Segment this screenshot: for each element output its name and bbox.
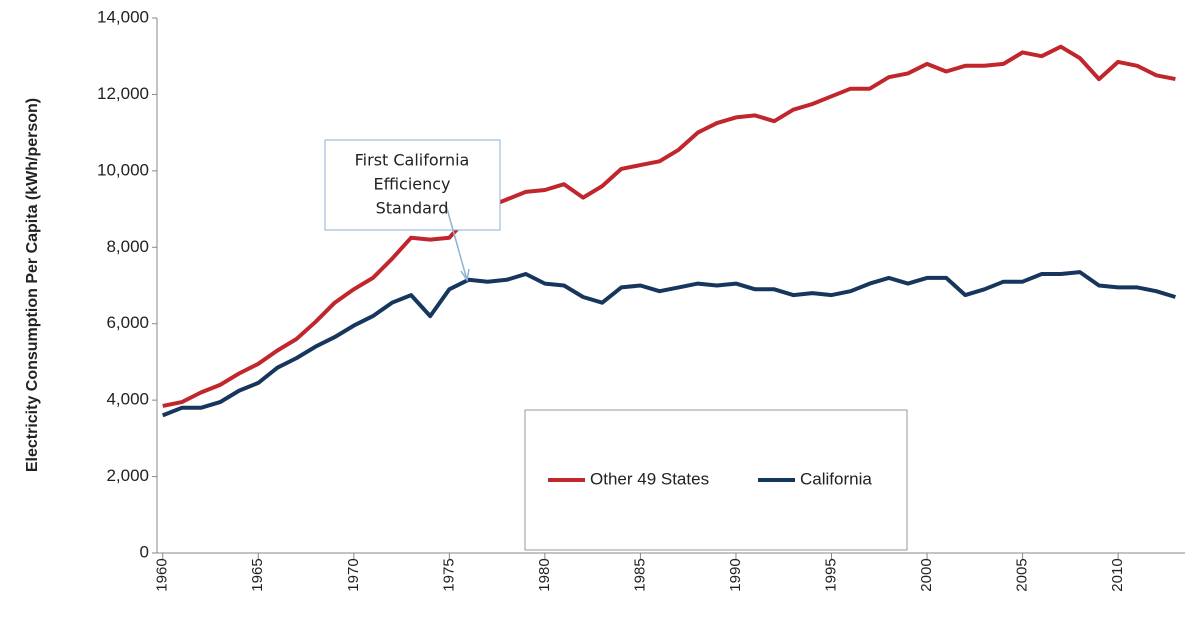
y-axis-label: Electricity Consumption Per Capita (kWh/…	[24, 98, 41, 472]
y-tick-label: 8,000	[106, 237, 149, 256]
x-tick-label: 2005	[1014, 558, 1031, 591]
x-tick-label: 1995	[822, 558, 839, 591]
x-tick-label: 1965	[249, 558, 266, 591]
annotation-text: Standard	[376, 199, 449, 218]
legend-label: Other 49 States	[590, 469, 709, 488]
y-tick-label: 6,000	[106, 313, 149, 332]
legend: Other 49 States California	[524, 409, 908, 551]
x-tick-label: 2010	[1109, 558, 1126, 591]
x-tick-label: 1960	[154, 558, 171, 591]
series-line	[161, 270, 1176, 418]
x-tick-label: 1975	[440, 558, 457, 591]
annotation-box	[324, 139, 501, 231]
y-tick-label: 10,000	[97, 160, 149, 179]
x-tick-label: 1970	[345, 558, 362, 591]
x-tick-label: 1985	[631, 558, 648, 591]
annotation-arrowhead	[460, 268, 470, 282]
annotation-arrow	[445, 204, 468, 281]
x-tick-label: 1990	[727, 558, 744, 591]
annotation-text: First California	[355, 151, 470, 170]
x-tick-label: 1980	[536, 558, 553, 591]
legend-label: California	[800, 469, 872, 488]
annotation: First California Efficiency Standard	[324, 139, 501, 282]
annotation-text: Efficiency	[373, 175, 450, 194]
y-tick-label: 4,000	[106, 390, 149, 409]
y-tick-label: 12,000	[97, 84, 149, 103]
y-tick-label: 2,000	[106, 466, 149, 485]
series-line	[162, 44, 1176, 408]
x-tick-label: 2000	[918, 558, 935, 591]
y-tick-label: 0	[140, 542, 149, 561]
legend-box	[524, 409, 908, 551]
y-tick-label: 14,000	[97, 7, 149, 26]
